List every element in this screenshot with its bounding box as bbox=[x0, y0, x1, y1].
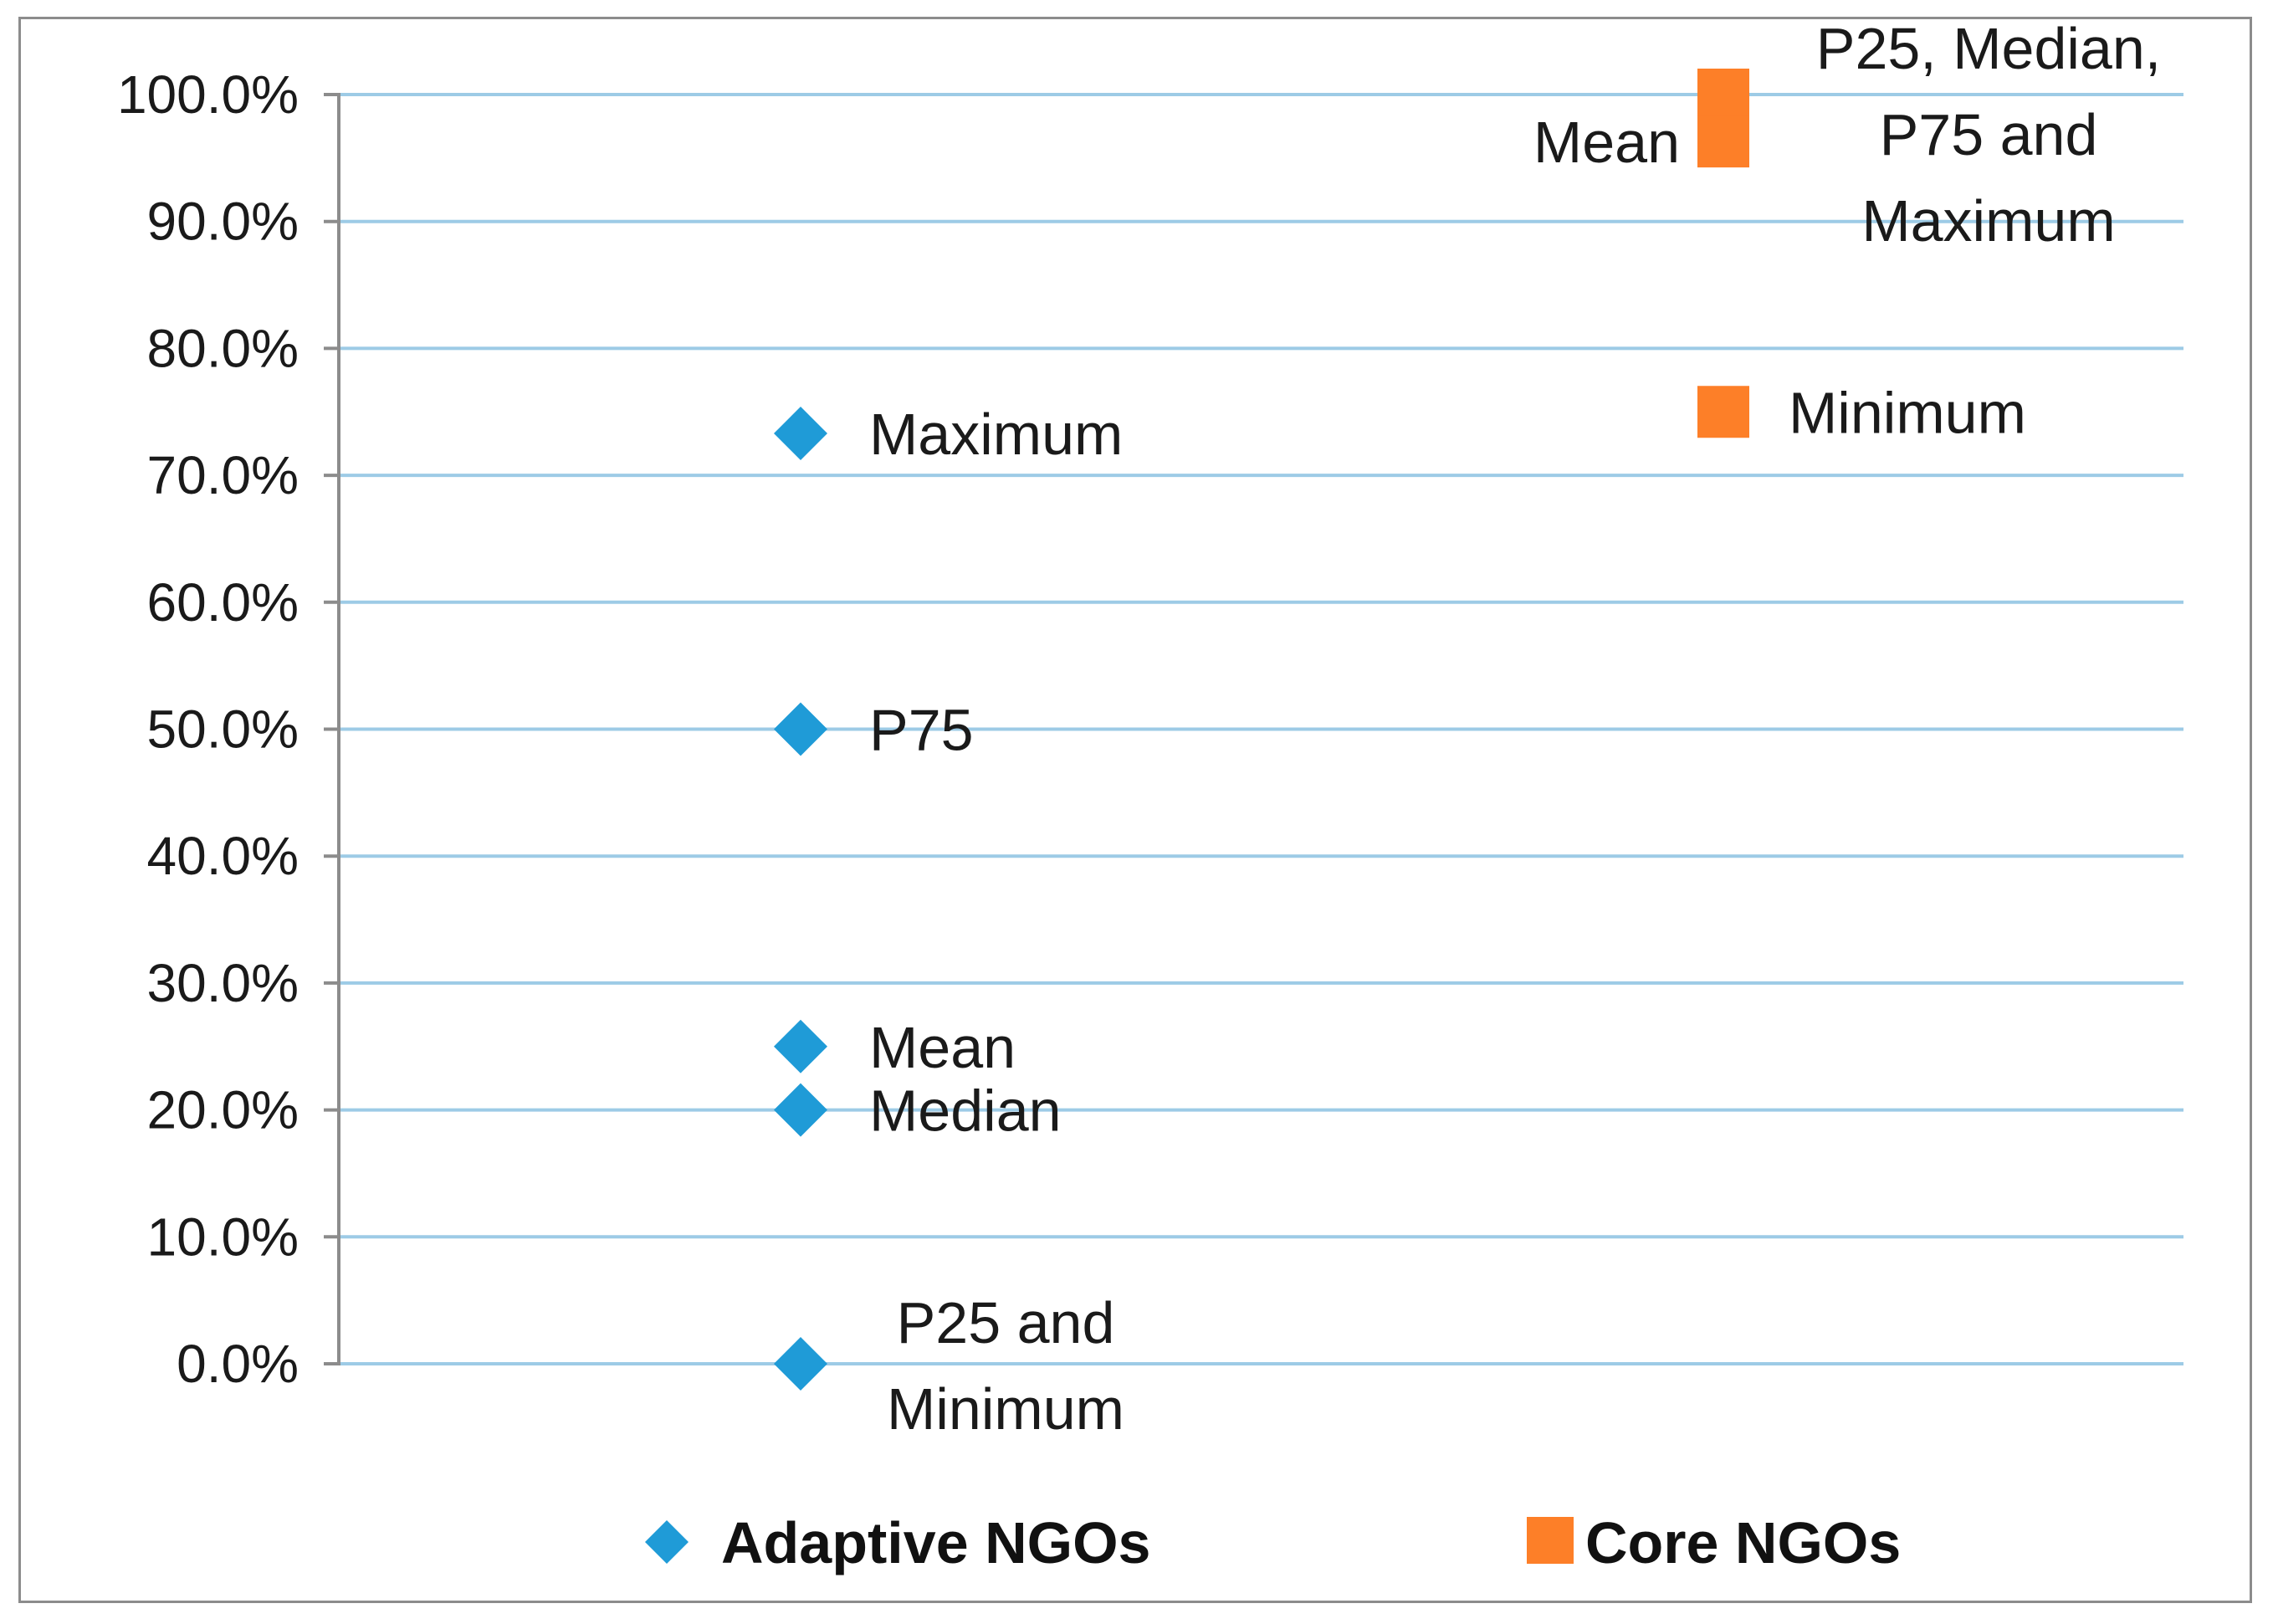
adaptive-point-label: P25 and Minimum bbox=[887, 1290, 1124, 1442]
y-tick-label: 90.0% bbox=[147, 192, 299, 252]
y-tick-label: 30.0% bbox=[147, 953, 299, 1013]
legend-adaptive-label: Adaptive NGOs bbox=[721, 1510, 1150, 1575]
y-tick-label: 80.0% bbox=[147, 318, 299, 378]
core-point bbox=[1697, 69, 1749, 120]
adaptive-point bbox=[774, 1337, 827, 1391]
chart-frame: 0.0% 10.0% 20.0% 30.0% 40.0% 50.0% 60.0% 70.0% 8… bbox=[18, 17, 2252, 1603]
core-point-label: Minimum bbox=[1789, 380, 2026, 445]
core-point bbox=[1697, 386, 1749, 438]
core-point-label: P25, Median, P75 and Maximum bbox=[1816, 19, 2161, 254]
legend-adaptive-marker bbox=[645, 1520, 689, 1564]
adaptive-point bbox=[774, 702, 827, 756]
legend: Adaptive NGOs Core NGOs bbox=[645, 1510, 1901, 1575]
adaptive-point bbox=[774, 407, 827, 461]
legend-core-label: Core NGOs bbox=[1585, 1510, 1901, 1575]
y-tick-label: 40.0% bbox=[147, 826, 299, 886]
core-point-label: Mean bbox=[1533, 110, 1680, 175]
adaptive-point-label: Median bbox=[869, 1078, 1062, 1144]
gridlines bbox=[339, 93, 2183, 1365]
y-tick-label: 60.0% bbox=[147, 572, 299, 633]
core-point bbox=[1697, 115, 1749, 168]
adaptive-point bbox=[774, 1019, 827, 1073]
data-points bbox=[774, 69, 1749, 1391]
y-tick-label: 70.0% bbox=[147, 445, 299, 505]
y-tick-label: 10.0% bbox=[147, 1206, 299, 1267]
chart-svg: 0.0% 10.0% 20.0% 30.0% 40.0% 50.0% 60.0% 70.0% 8… bbox=[117, 19, 2183, 1575]
legend-core-marker bbox=[1527, 1517, 1574, 1564]
adaptive-point-label: Maximum bbox=[869, 402, 1123, 467]
y-tick-label: 100.0% bbox=[117, 64, 299, 125]
adaptive-point-label: P75 bbox=[869, 698, 974, 763]
adaptive-point-label: Mean bbox=[869, 1015, 1016, 1080]
y-axis: 0.0% 10.0% 20.0% 30.0% 40.0% 50.0% 60.0% 70.0% 8… bbox=[117, 64, 340, 1394]
y-tick-label: 20.0% bbox=[147, 1080, 299, 1140]
y-tick-label: 50.0% bbox=[147, 699, 299, 760]
y-tick-label: 0.0% bbox=[177, 1334, 299, 1394]
adaptive-point bbox=[774, 1083, 827, 1137]
